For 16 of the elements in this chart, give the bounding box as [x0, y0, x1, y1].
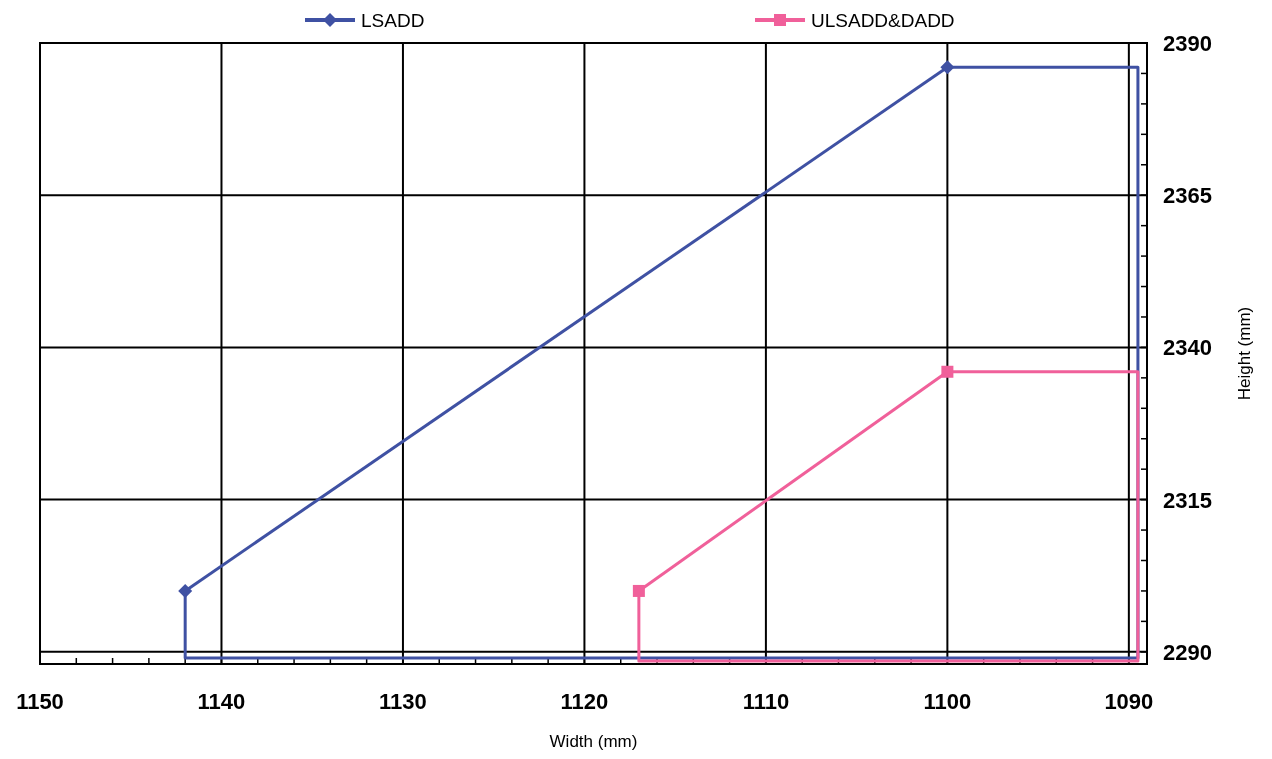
legend-label: LSADD: [361, 10, 425, 31]
x-tick-label: 1090: [1104, 689, 1154, 714]
legend-label: ULSADD&DADD: [811, 10, 955, 31]
x-tick-label: 1100: [923, 689, 972, 714]
y-tick-label: 2365: [1163, 183, 1212, 209]
x-axis-title: Width (mm): [549, 732, 638, 751]
x-tick-label: 1120: [560, 689, 609, 714]
x-tick-label: 1110: [742, 689, 790, 714]
y-tick-label: 2390: [1163, 31, 1212, 56]
x-tick-label: 1140: [197, 689, 246, 714]
y-tick-label: 2290: [1163, 639, 1212, 665]
y-tick-label: 2315: [1163, 487, 1212, 513]
x-tick-label: 1150: [16, 689, 64, 714]
y-tick-label: 2340: [1163, 335, 1212, 361]
y-axis-title: Height (mm): [1235, 306, 1254, 401]
x-tick-label: 1130: [379, 689, 427, 714]
